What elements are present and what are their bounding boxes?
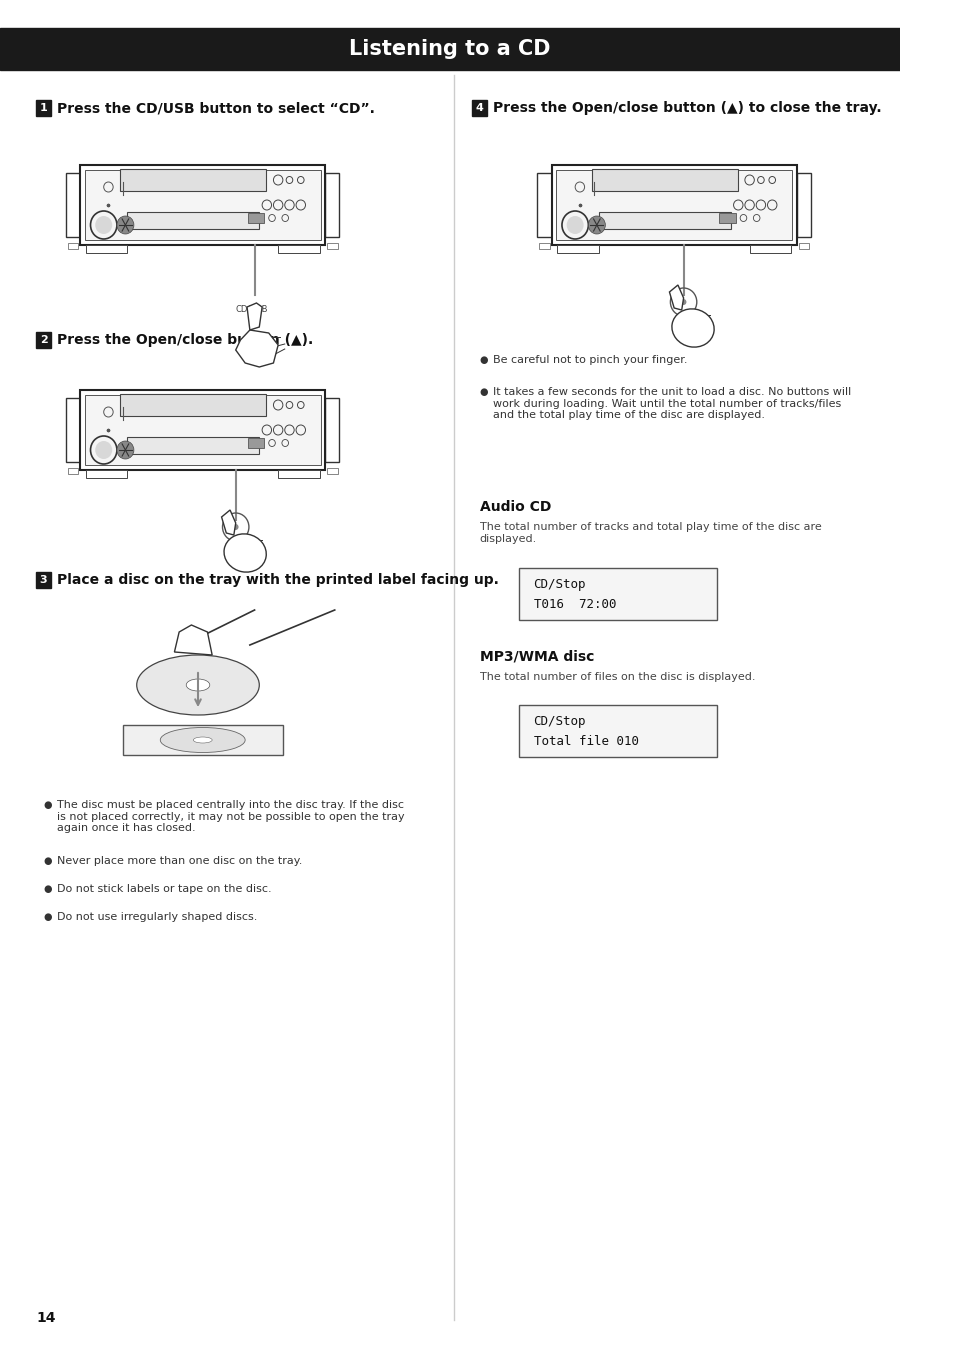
- Bar: [551, 165, 796, 244]
- Text: Press the Open/close button (▲).: Press the Open/close button (▲).: [56, 333, 313, 347]
- Ellipse shape: [136, 655, 259, 716]
- Bar: [80, 165, 325, 244]
- Bar: [518, 705, 717, 757]
- Bar: [247, 437, 264, 448]
- Text: ●: ●: [44, 884, 52, 894]
- Bar: [325, 398, 339, 462]
- Circle shape: [680, 298, 686, 305]
- Text: Be careful not to pinch your finger.: Be careful not to pinch your finger.: [493, 355, 687, 364]
- Bar: [86, 470, 127, 478]
- Text: The total number of tracks and total play time of the disc are
displayed.: The total number of tracks and total pla…: [479, 522, 821, 544]
- Circle shape: [117, 441, 133, 459]
- Polygon shape: [669, 285, 683, 310]
- Text: Listening to a CD: Listening to a CD: [349, 39, 550, 59]
- Text: It takes a few seconds for the unit to load a disc. No buttons will
work during : It takes a few seconds for the unit to l…: [493, 387, 850, 420]
- Bar: [0, 28, 899, 70]
- Text: 1: 1: [40, 103, 48, 113]
- Bar: [66, 173, 80, 238]
- Text: The total number of files on the disc is displayed.: The total number of files on the disc is…: [479, 672, 755, 682]
- Circle shape: [95, 216, 112, 234]
- Bar: [127, 436, 259, 454]
- Circle shape: [588, 216, 605, 234]
- Ellipse shape: [224, 533, 266, 572]
- Circle shape: [566, 216, 583, 234]
- Text: 4: 4: [476, 103, 483, 113]
- Text: Never place more than one disc on the tray.: Never place more than one disc on the tr…: [56, 856, 302, 865]
- Polygon shape: [122, 725, 283, 755]
- Polygon shape: [174, 625, 212, 655]
- Bar: [120, 169, 266, 190]
- Circle shape: [233, 524, 238, 531]
- Bar: [472, 100, 487, 116]
- Bar: [278, 244, 319, 252]
- Ellipse shape: [671, 309, 714, 347]
- Bar: [36, 100, 51, 116]
- Bar: [68, 468, 78, 474]
- Polygon shape: [247, 302, 262, 329]
- Bar: [798, 243, 808, 248]
- Text: ●: ●: [479, 387, 488, 397]
- Text: 14: 14: [36, 1311, 55, 1324]
- Bar: [719, 213, 735, 223]
- Bar: [537, 173, 551, 238]
- Text: Place a disc on the tray with the printed label facing up.: Place a disc on the tray with the printe…: [56, 572, 498, 587]
- Text: Do not use irregularly shaped discs.: Do not use irregularly shaped discs.: [56, 913, 256, 922]
- Bar: [327, 468, 337, 474]
- Circle shape: [95, 441, 112, 459]
- Text: 3: 3: [40, 575, 48, 585]
- Text: ●: ●: [44, 801, 52, 810]
- Bar: [749, 244, 790, 252]
- Text: Press the CD/USB button to select “CD”.: Press the CD/USB button to select “CD”.: [56, 101, 375, 115]
- Text: The disc must be placed centrally into the disc tray. If the disc
is not placed : The disc must be placed centrally into t…: [56, 801, 404, 833]
- Text: ●: ●: [44, 856, 52, 865]
- Bar: [556, 170, 791, 240]
- Bar: [538, 243, 549, 248]
- Bar: [796, 173, 810, 238]
- Bar: [591, 169, 737, 190]
- Polygon shape: [221, 510, 235, 535]
- Text: ●: ●: [44, 913, 52, 922]
- Bar: [66, 398, 80, 462]
- Ellipse shape: [193, 737, 212, 742]
- Text: CD/Stop: CD/Stop: [533, 578, 585, 591]
- Text: ●: ●: [479, 355, 488, 364]
- Polygon shape: [235, 329, 278, 367]
- Bar: [518, 568, 717, 620]
- Bar: [36, 332, 51, 348]
- Circle shape: [117, 216, 133, 234]
- Bar: [80, 390, 325, 470]
- Text: Press the Open/close button (▲) to close the tray.: Press the Open/close button (▲) to close…: [493, 101, 881, 115]
- Text: T016  72:00: T016 72:00: [533, 598, 616, 612]
- Bar: [278, 470, 319, 478]
- Bar: [36, 572, 51, 589]
- Bar: [557, 244, 598, 252]
- Bar: [120, 394, 266, 416]
- Text: Audio CD: Audio CD: [479, 500, 551, 514]
- Ellipse shape: [160, 728, 245, 752]
- Bar: [598, 212, 730, 228]
- Bar: [327, 243, 337, 248]
- Text: Total file 010: Total file 010: [533, 734, 638, 748]
- Bar: [85, 396, 320, 464]
- Text: 2: 2: [40, 335, 48, 346]
- Bar: [247, 213, 264, 223]
- Bar: [127, 212, 259, 228]
- Bar: [325, 173, 339, 238]
- Text: CD/USB: CD/USB: [235, 305, 268, 315]
- Text: Do not stick labels or tape on the disc.: Do not stick labels or tape on the disc.: [56, 884, 271, 894]
- Bar: [85, 170, 320, 240]
- Text: CD/Stop: CD/Stop: [533, 716, 585, 728]
- Bar: [86, 244, 127, 252]
- Text: MP3/WMA disc: MP3/WMA disc: [479, 649, 594, 664]
- Ellipse shape: [186, 679, 210, 691]
- Bar: [68, 243, 78, 248]
